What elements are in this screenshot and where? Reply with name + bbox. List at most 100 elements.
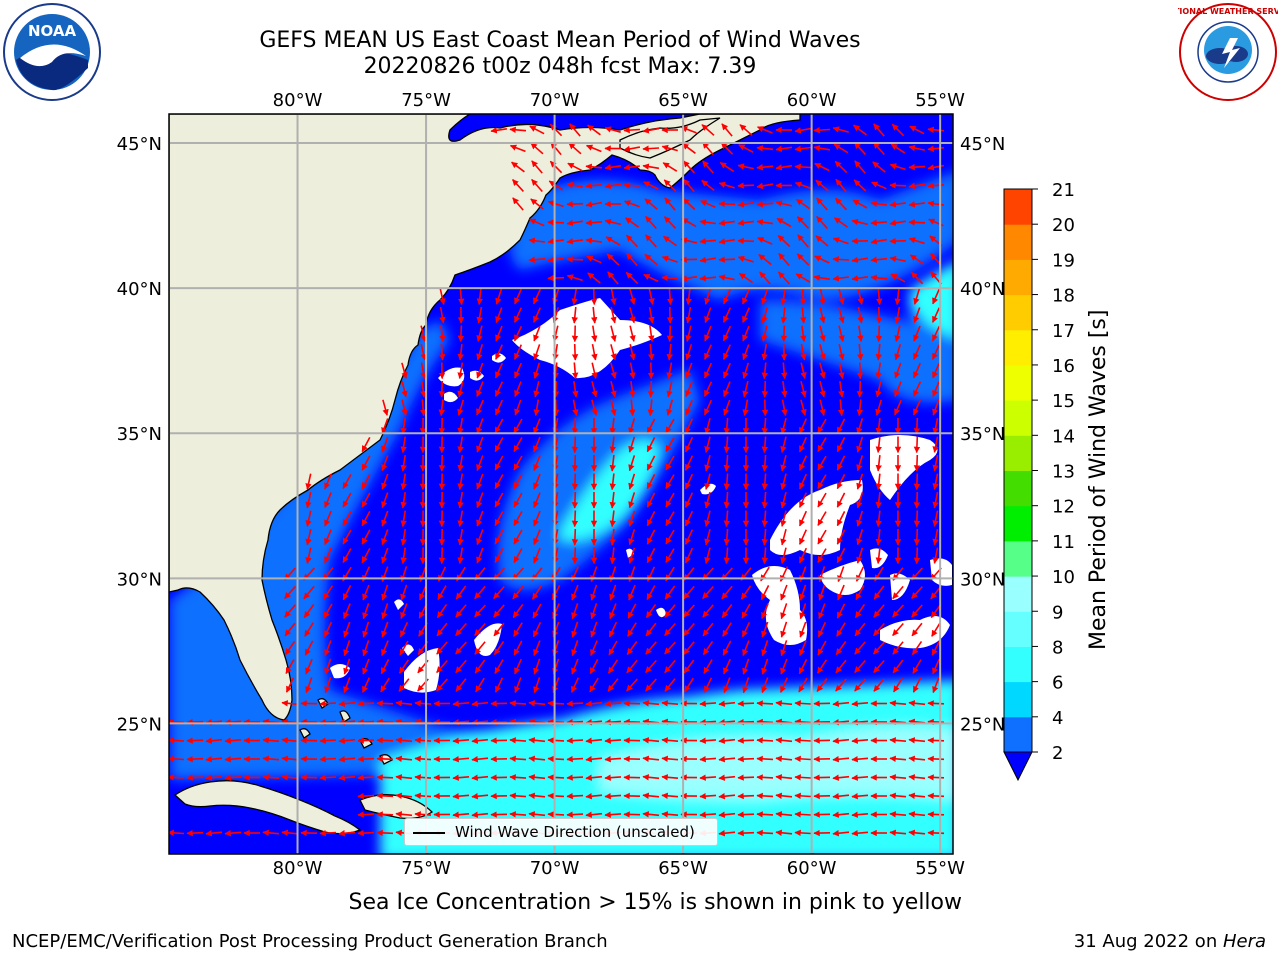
wave-direction-arrow (474, 641, 486, 655)
wave-direction-arrow (357, 774, 375, 781)
wave-direction-arrow (889, 829, 907, 836)
wave-direction-arrow (509, 792, 527, 800)
colorbar-tick-label: 4 (1052, 708, 1063, 729)
wave-direction-arrow (666, 325, 674, 343)
wave-direction-arrow (819, 399, 826, 416)
wave-direction-arrow (381, 510, 389, 527)
wave-direction-arrow (566, 811, 584, 818)
wave-direction-arrow (756, 774, 774, 781)
wave-direction-arrow (509, 774, 527, 781)
wave-direction-arrow (742, 325, 750, 342)
colorbar-segment (1004, 435, 1032, 471)
wave-direction-arrow (607, 659, 619, 674)
wave-direction-arrow (457, 547, 464, 565)
wave-direction-arrow (547, 774, 565, 781)
wave-direction-arrow (566, 700, 584, 707)
wave-direction-arrow (817, 455, 827, 471)
wave-direction-arrow (281, 755, 299, 762)
wave-direction-arrow (585, 756, 603, 763)
wave-direction-arrow (704, 547, 711, 564)
wave-direction-arrow (685, 381, 693, 397)
wave-direction-arrow (932, 547, 939, 564)
longitude-tick-label: 70°W (530, 858, 580, 879)
wave-direction-arrow (813, 126, 831, 134)
wave-direction-arrow (683, 659, 695, 674)
wave-direction-arrow (381, 418, 389, 435)
wave-direction-arrow (761, 640, 769, 657)
wave-direction-arrow (361, 455, 371, 471)
wave-direction-arrow (722, 307, 732, 323)
colorbar-segment (1004, 716, 1032, 753)
wave-direction-arrow (856, 418, 864, 435)
wave-direction-arrow (722, 344, 732, 360)
wave-direction-arrow (531, 585, 543, 600)
wave-direction-arrow (704, 455, 711, 472)
wave-direction-arrow (400, 584, 408, 601)
wave-direction-arrow (610, 362, 617, 379)
wave-direction-arrow (457, 454, 464, 472)
wave-direction-arrow (780, 621, 788, 638)
wave-direction-arrow (186, 718, 204, 726)
wave-direction-arrow (528, 256, 546, 263)
wave-direction-arrow (625, 234, 639, 248)
sea-ice-note: Sea Ice Concentration > 15% is shown in … (348, 890, 962, 915)
wave-direction-arrow (284, 622, 296, 637)
wave-direction-arrow (800, 343, 807, 361)
wave-direction-arrow (513, 437, 523, 453)
wave-direction-arrow (513, 325, 523, 342)
wave-direction-arrow (528, 755, 546, 762)
wave-direction-arrow (875, 399, 882, 416)
wave-direction-arrow (855, 585, 865, 601)
wave-direction-arrow (376, 811, 394, 818)
wave-direction-arrow (513, 418, 523, 434)
wave-direction-arrow (400, 473, 407, 491)
wave-direction-arrow (700, 200, 716, 208)
wave-direction-arrow (169, 829, 185, 837)
wave-direction-arrow (528, 737, 546, 744)
wave-direction-arrow (756, 737, 774, 744)
wave-direction-arrow (681, 217, 697, 228)
wave-direction-arrow (533, 640, 541, 656)
wave-direction-arrow (322, 585, 334, 600)
wave-direction-arrow (761, 473, 769, 491)
wave-direction-arrow (590, 288, 598, 306)
wave-direction-arrow (628, 492, 636, 509)
wave-direction-arrow (838, 362, 845, 380)
wave-direction-arrow (761, 307, 769, 324)
wave-direction-arrow (875, 455, 882, 472)
wave-direction-arrow (587, 124, 601, 136)
wave-direction-arrow (856, 529, 864, 546)
wave-direction-arrow (665, 492, 675, 508)
wave-direction-arrow (585, 219, 603, 226)
wave-direction-arrow (836, 455, 846, 471)
wave-direction-arrow (323, 621, 333, 638)
wave-direction-arrow (780, 306, 787, 324)
wave-direction-arrow (643, 273, 659, 283)
wave-direction-arrow (610, 344, 617, 361)
wave-direction-arrow (361, 511, 371, 527)
nws-logo-text: NATIONAL WEATHER SERVICE (1178, 7, 1278, 16)
wave-direction-arrow (737, 755, 755, 763)
map-area (169, 114, 953, 854)
wave-direction-arrow (380, 659, 390, 675)
wave-direction-arrow (400, 528, 407, 546)
wave-direction-arrow (571, 584, 579, 601)
wave-direction-arrow (894, 399, 902, 416)
wave-direction-arrow (642, 774, 660, 781)
wave-direction-arrow (436, 641, 448, 655)
wave-direction-arrow (761, 325, 768, 342)
wave-direction-arrow (476, 399, 484, 416)
wave-direction-arrow (737, 255, 754, 263)
wave-direction-arrow (741, 288, 751, 305)
colorbar-segment (1004, 611, 1032, 647)
wave-direction-arrow (794, 145, 812, 152)
wave-direction-arrow (699, 718, 717, 726)
wave-direction-arrow (718, 756, 736, 763)
wave-direction-arrow (566, 181, 583, 189)
wave-direction-arrow (305, 529, 312, 546)
wave-direction-arrow (761, 288, 769, 305)
wave-direction-arrow (873, 604, 885, 618)
wave-direction-arrow (851, 811, 869, 818)
wave-direction-arrow (452, 774, 470, 781)
wave-direction-arrow (854, 142, 866, 155)
